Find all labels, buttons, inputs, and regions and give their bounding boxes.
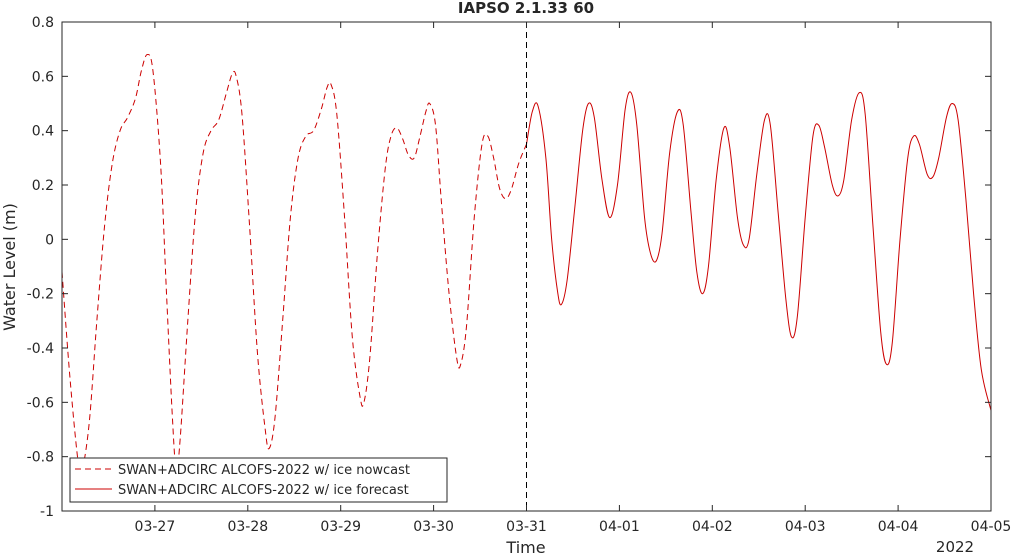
series-layer bbox=[61, 54, 992, 476]
y-tick-label: -0.8 bbox=[27, 450, 54, 466]
y-tick-label: 0.2 bbox=[32, 178, 54, 194]
y-tick-label: -0.6 bbox=[27, 395, 54, 411]
plot-frame bbox=[61, 21, 992, 512]
x-tick-label: 03-27 bbox=[135, 519, 176, 535]
x-tick-label: 04-03 bbox=[785, 519, 826, 535]
x-tick-label: 03-29 bbox=[320, 519, 361, 535]
x-tick-label: 03-30 bbox=[413, 519, 454, 535]
x-tick-label: 03-28 bbox=[227, 519, 268, 535]
y-tick-label: -1 bbox=[40, 504, 54, 520]
x-axis-label: Time bbox=[505, 538, 545, 555]
legend-label-forecast: SWAN+ADCIRC ALCOFS-2022 w/ ice forecast bbox=[118, 483, 409, 498]
y-tick-label: 0.4 bbox=[32, 124, 54, 140]
series-nowcast-line bbox=[61, 54, 527, 476]
x-tick-label: 04-04 bbox=[878, 519, 919, 535]
y-tick-label: -0.4 bbox=[27, 341, 54, 357]
x-tick-label: 03-31 bbox=[506, 519, 547, 535]
chart-title: IAPSO 2.1.33 60 bbox=[458, 0, 594, 17]
legend-box bbox=[69, 457, 448, 503]
x-tick-label: 04-02 bbox=[692, 519, 733, 535]
series-forecast-line bbox=[526, 91, 992, 411]
y-tick-label: 0.8 bbox=[32, 15, 54, 31]
year-label: 2022 bbox=[936, 538, 974, 555]
x-tick-label: 04-05 bbox=[971, 519, 1012, 535]
legend: SWAN+ADCIRC ALCOFS-2022 w/ ice nowcast S… bbox=[69, 457, 448, 503]
y-tick-label: 0.6 bbox=[32, 69, 54, 85]
axis-ticks: -1 -0.8 -0.6 -0.4 -0.2 0 0.2 0.4 0.6 0.8 03-27 03-2… bbox=[27, 15, 1012, 535]
legend-label-nowcast: SWAN+ADCIRC ALCOFS-2022 w/ ice nowcast bbox=[118, 463, 410, 478]
y-axis-label: Water Level (m) bbox=[0, 203, 19, 331]
x-tick-label: 04-01 bbox=[599, 519, 640, 535]
y-tick-label: -0.2 bbox=[27, 287, 54, 303]
y-tick-label: 0 bbox=[45, 232, 54, 248]
